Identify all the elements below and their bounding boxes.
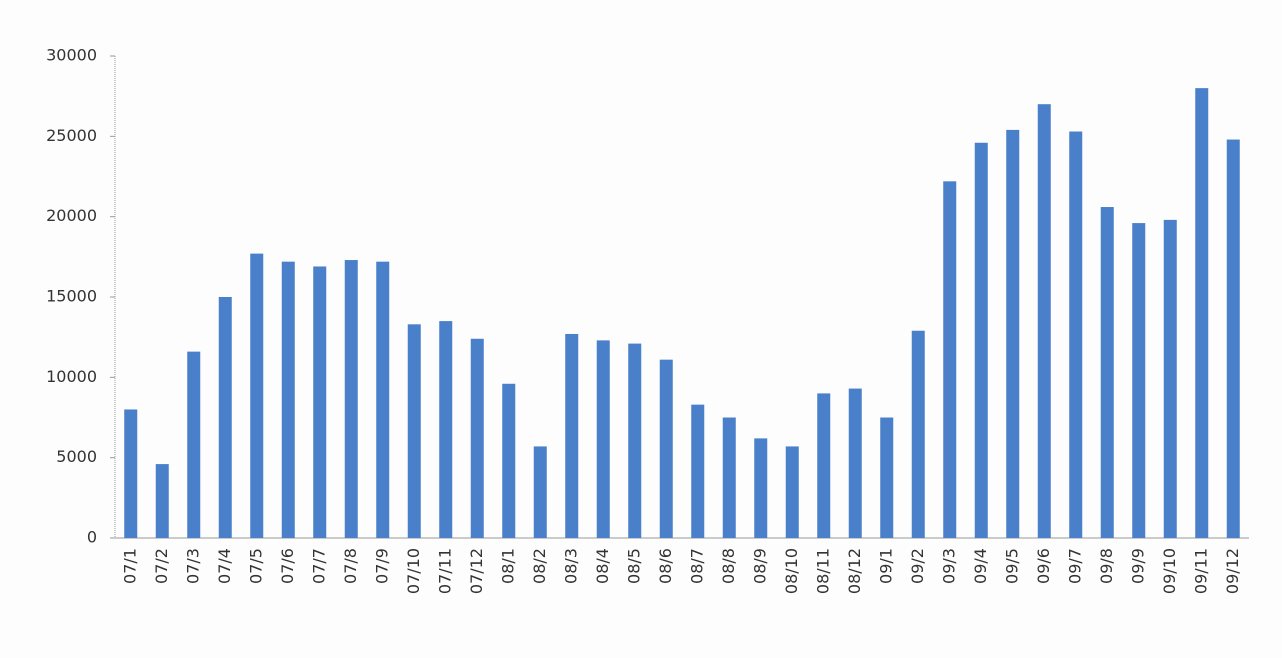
x-tick-label: 07/5 — [246, 548, 265, 584]
bar — [848, 388, 862, 538]
bar — [628, 343, 642, 538]
x-tick-label: 07/10 — [404, 548, 423, 594]
bar — [502, 383, 516, 538]
x-tick-label: 08/1 — [498, 548, 517, 584]
x-tick-label: 07/2 — [152, 548, 171, 584]
bar — [754, 438, 768, 538]
x-tick-label: 08/11 — [813, 548, 832, 594]
bar — [1132, 223, 1146, 539]
bar — [407, 324, 421, 538]
bar — [1226, 139, 1240, 538]
x-tick-label: 09/11 — [1191, 548, 1210, 594]
x-tick-label: 09/6 — [1034, 548, 1053, 584]
x-tick-label: 08/9 — [750, 548, 769, 584]
x-tick-label: 08/7 — [687, 548, 706, 584]
x-tick-label: 08/12 — [845, 548, 864, 594]
x-tick-label: 09/2 — [908, 548, 927, 584]
bar — [376, 261, 390, 538]
bar — [313, 266, 327, 538]
x-tick-label: 09/10 — [1160, 548, 1179, 594]
bar — [250, 253, 264, 538]
y-tick-label: 10000 — [46, 367, 97, 386]
x-tick-label: 08/10 — [782, 548, 801, 594]
bar — [1037, 104, 1051, 538]
bar — [659, 359, 673, 538]
bar — [1069, 131, 1083, 538]
x-tick-label: 07/11 — [435, 548, 454, 594]
x-tick-label: 07/8 — [341, 548, 360, 584]
x-tick-label: 09/4 — [971, 548, 990, 584]
x-tick-label: 07/7 — [309, 548, 328, 584]
x-tick-label: 07/1 — [120, 548, 139, 584]
x-tick-label: 08/4 — [593, 548, 612, 584]
x-tick-label: 09/7 — [1065, 548, 1084, 584]
x-tick-label: 08/8 — [719, 548, 738, 584]
bar — [691, 404, 705, 538]
bar — [1100, 207, 1114, 538]
y-tick-label: 25000 — [46, 126, 97, 145]
x-tick-label: 07/3 — [183, 548, 202, 584]
bar — [943, 181, 957, 538]
x-tick-label: 08/5 — [624, 548, 643, 584]
bar — [722, 417, 736, 538]
y-tick-label: 30000 — [46, 46, 97, 65]
x-tick-label: 09/5 — [1002, 548, 1021, 584]
bar — [785, 446, 799, 538]
bar — [1195, 88, 1209, 538]
bar — [1006, 129, 1020, 538]
bar — [596, 340, 610, 538]
x-tick-label: 09/3 — [939, 548, 958, 584]
bar — [187, 351, 201, 538]
bar — [533, 446, 547, 538]
bar — [974, 142, 988, 538]
bar — [439, 321, 453, 538]
x-tick-label: 07/12 — [467, 548, 486, 594]
x-tick-label: 08/2 — [530, 548, 549, 584]
bar — [1163, 219, 1177, 538]
x-tick-label: 09/9 — [1128, 548, 1147, 584]
x-tick-label: 09/12 — [1223, 548, 1242, 594]
bar — [155, 464, 169, 538]
bar — [880, 417, 894, 538]
x-tick-label: 09/8 — [1097, 548, 1116, 584]
x-tick-label: 09/1 — [876, 548, 895, 584]
x-tick-label: 07/9 — [372, 548, 391, 584]
bar — [817, 393, 831, 538]
bar — [124, 409, 138, 538]
x-tick-label: 07/6 — [278, 548, 297, 584]
bar — [344, 260, 358, 538]
bar — [565, 333, 579, 538]
y-tick-label: 15000 — [46, 287, 97, 306]
x-tick-label: 08/3 — [561, 548, 580, 584]
x-tick-label: 08/6 — [656, 548, 675, 584]
bar — [281, 261, 295, 538]
y-tick-label: 5000 — [56, 447, 97, 466]
x-tick-label: 07/4 — [215, 548, 234, 584]
y-tick-label: 0 — [87, 528, 97, 547]
bar — [470, 338, 484, 538]
bar — [218, 297, 232, 538]
bar — [911, 330, 925, 538]
y-tick-label: 20000 — [46, 206, 97, 225]
